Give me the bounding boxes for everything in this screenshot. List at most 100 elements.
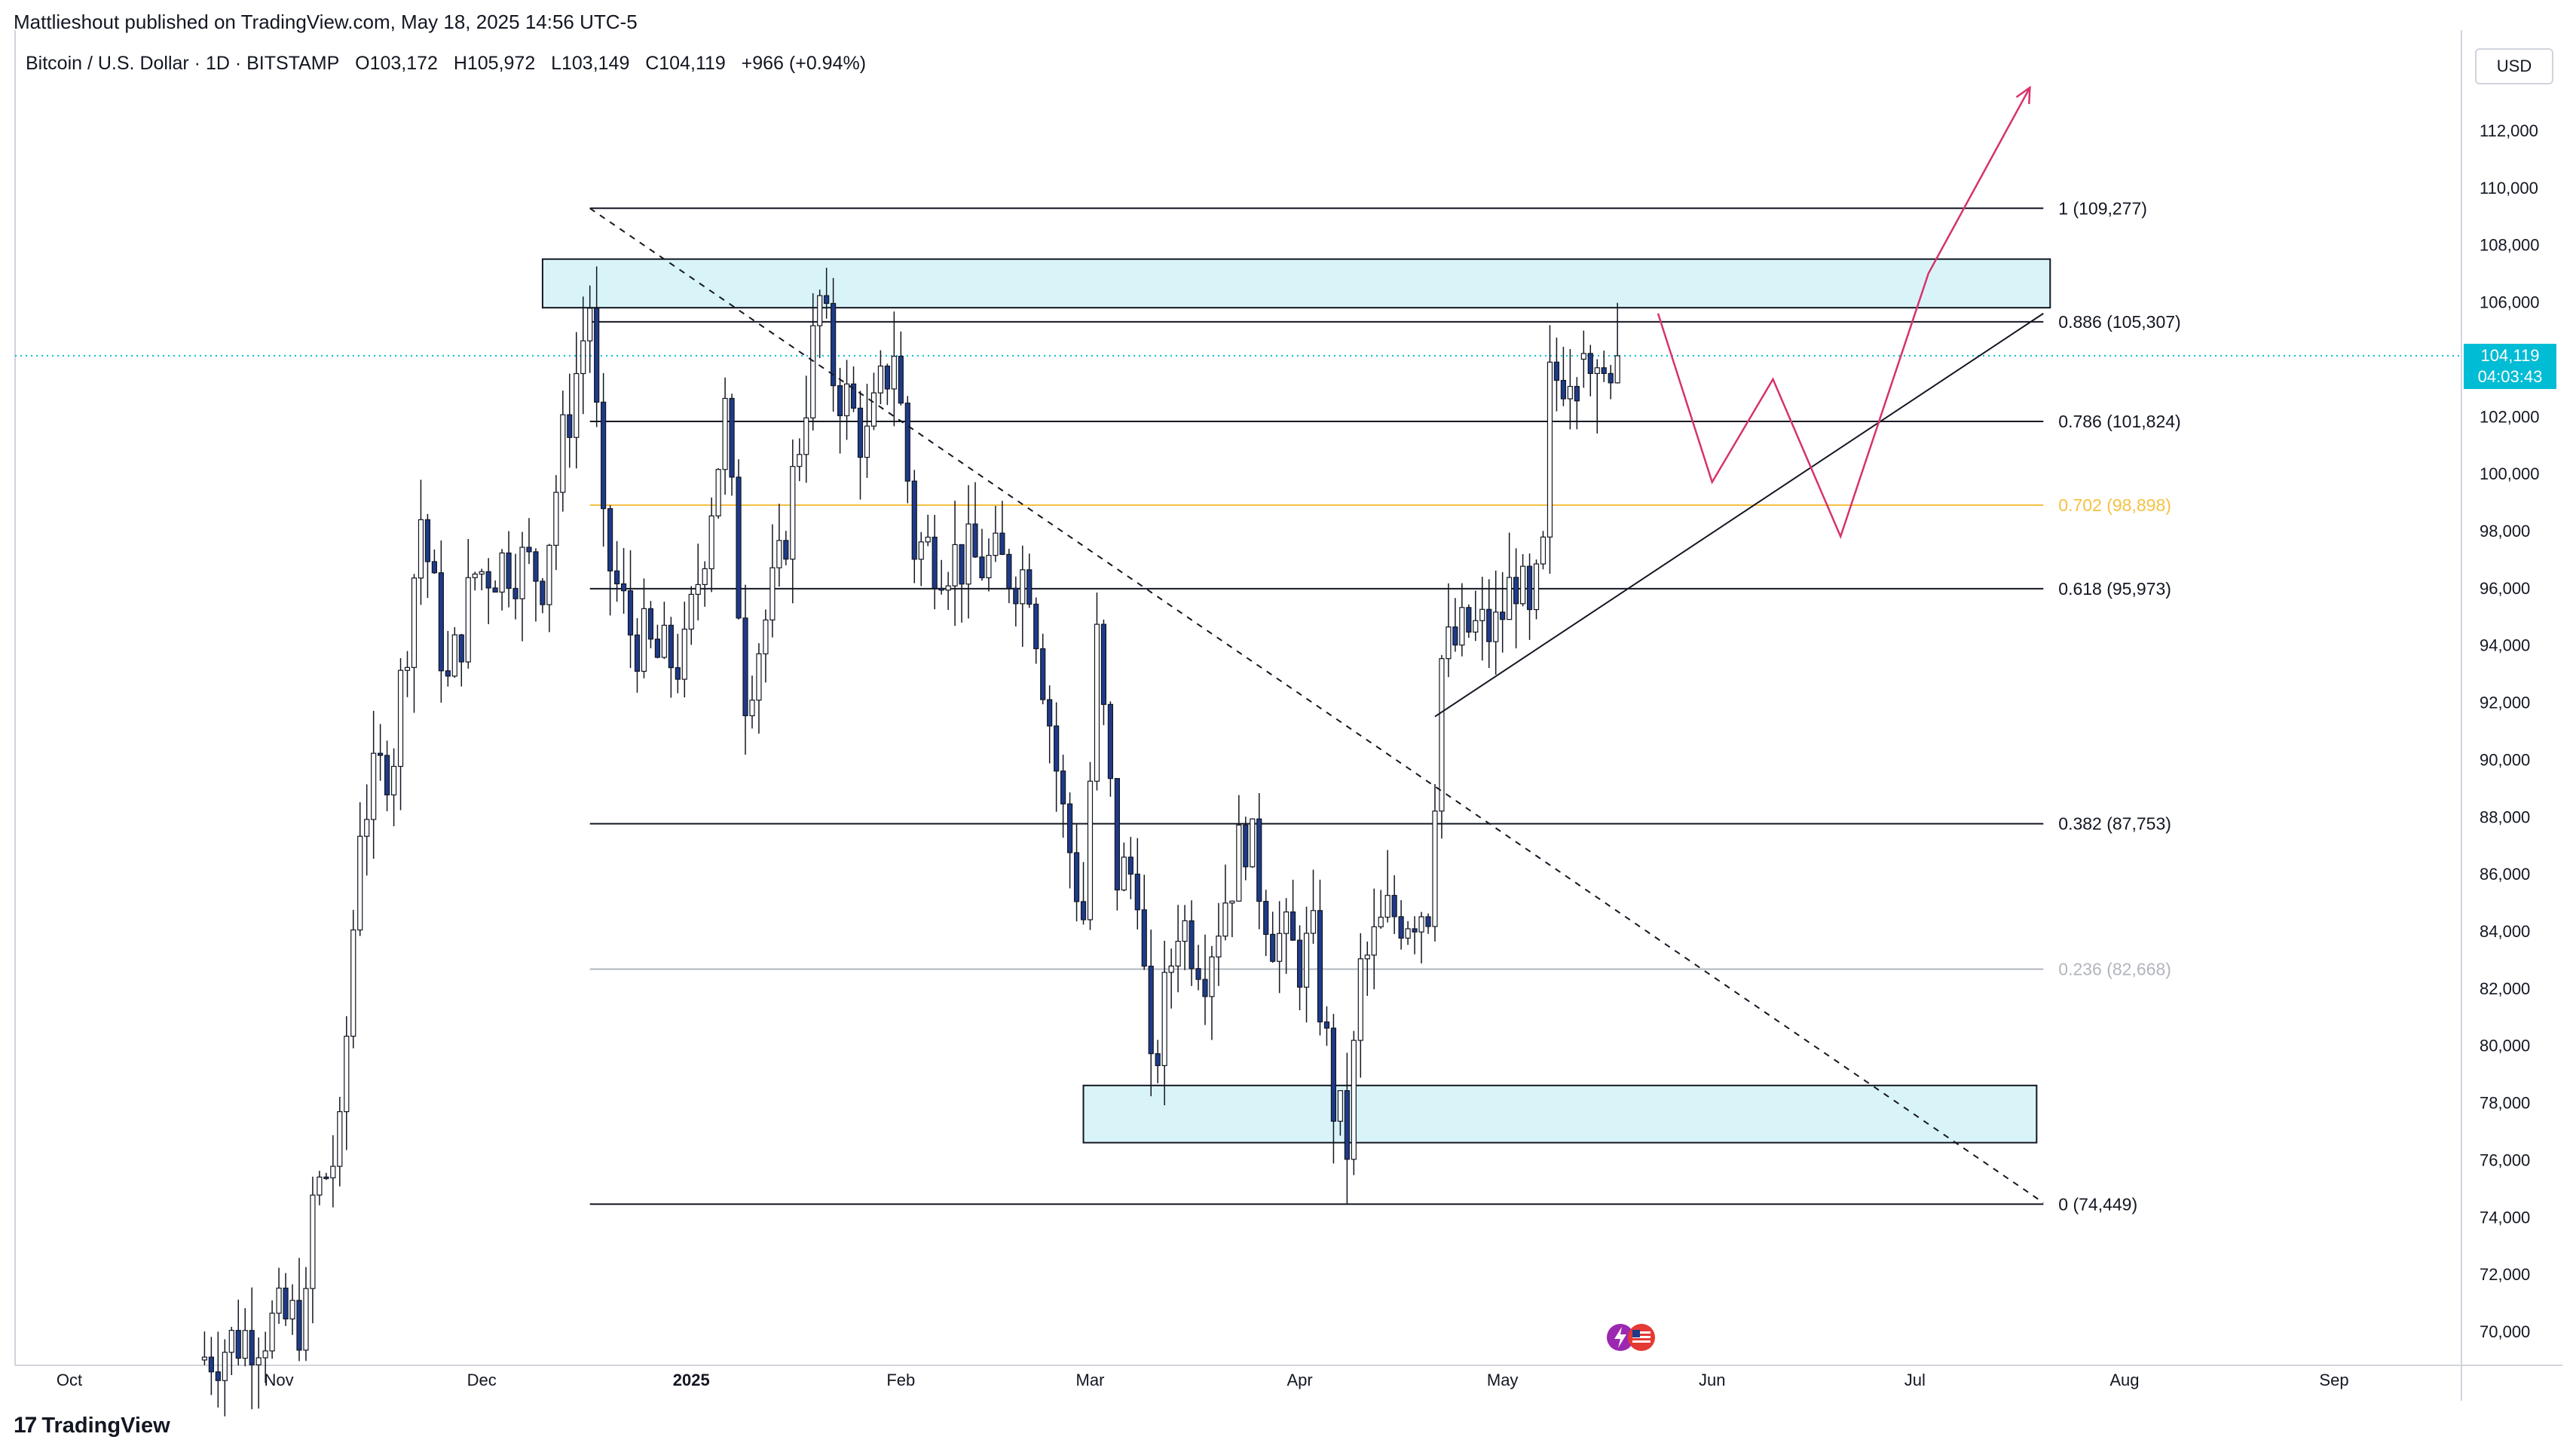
y-tick-label: 72,000 <box>2480 1265 2530 1284</box>
candle <box>458 634 464 663</box>
candle <box>1216 936 1222 957</box>
candle <box>431 561 437 574</box>
y-tick-label: 78,000 <box>2480 1094 2530 1113</box>
ascending-trendline <box>1434 312 2044 718</box>
candle <box>1384 895 1390 918</box>
candle <box>1432 810 1438 927</box>
candle <box>526 547 532 553</box>
candle <box>242 1330 248 1359</box>
candle <box>1155 1053 1161 1067</box>
candle <box>1175 940 1181 966</box>
candle <box>1519 565 1526 605</box>
candle <box>1337 1090 1343 1122</box>
candle <box>262 1350 268 1359</box>
candle <box>1006 553 1012 589</box>
candle <box>898 355 904 404</box>
candle <box>1094 623 1100 782</box>
y-tick-label: 98,000 <box>2480 522 2530 541</box>
candle <box>817 295 823 326</box>
y-tick-label: 76,000 <box>2480 1150 2530 1169</box>
candle <box>1513 577 1519 605</box>
candle <box>222 1352 228 1381</box>
symbol-legend[interactable]: Bitcoin / U.S. Dollar · 1D · BITSTAMP O 1… <box>26 53 866 75</box>
candle <box>574 372 580 438</box>
candle <box>397 669 404 767</box>
candle <box>736 476 742 619</box>
candle <box>864 425 870 458</box>
tradingview-logo-icon: 17 <box>14 1413 37 1438</box>
resistance-zone <box>541 258 2051 309</box>
candle <box>1182 920 1188 942</box>
candle <box>1303 933 1310 988</box>
change-value: +966 (+0.94%) <box>741 53 867 74</box>
candle <box>1594 367 1600 374</box>
candle <box>337 1110 343 1167</box>
candle <box>344 1035 350 1113</box>
candle <box>1296 939 1303 988</box>
economic-event-icon[interactable] <box>1599 1321 1663 1354</box>
close-value: 104,119 <box>659 53 726 74</box>
high-value: 105,972 <box>467 53 536 74</box>
candle <box>1290 911 1296 941</box>
candle <box>1107 703 1114 780</box>
candle <box>1330 1028 1337 1122</box>
candle <box>837 385 843 417</box>
y-tick-label: 80,000 <box>2480 1037 2530 1055</box>
fib-level-label: 0.786 (101,824) <box>2058 412 2180 431</box>
candle <box>965 523 971 585</box>
support-zone <box>1082 1084 2038 1144</box>
candle <box>512 587 519 599</box>
candle <box>1323 1021 1330 1029</box>
candle <box>715 469 721 516</box>
publisher-line: Mattlieshout published on TradingView.co… <box>14 11 638 33</box>
candle <box>357 835 363 931</box>
y-tick-label: 84,000 <box>2480 922 2530 941</box>
candle <box>999 532 1005 555</box>
candle <box>1351 1040 1357 1160</box>
candle <box>296 1300 302 1351</box>
candle <box>824 295 830 305</box>
symbol-name: Bitcoin / U.S. Dollar · 1D · BITSTAMP <box>26 53 340 74</box>
fib-level-label: 1 (109,277) <box>2058 198 2147 218</box>
candle <box>1500 611 1506 620</box>
candle <box>1161 972 1167 1067</box>
x-tick-label: Mar <box>1076 1371 1105 1389</box>
candle <box>1574 385 1580 402</box>
footer-brand[interactable]: 17 TradingView <box>14 1413 170 1438</box>
candle <box>519 547 525 599</box>
y-tick-label: 96,000 <box>2480 579 2530 598</box>
candle <box>1033 603 1039 650</box>
candle <box>1601 367 1607 374</box>
candle <box>1054 725 1060 772</box>
x-tick-label: Apr <box>1286 1371 1312 1389</box>
candle <box>756 653 762 701</box>
candle <box>1168 965 1174 973</box>
candle <box>479 571 485 575</box>
candle <box>1608 372 1614 384</box>
candle <box>1277 933 1283 962</box>
candle <box>1473 620 1479 633</box>
open-label: O <box>355 53 370 74</box>
candle <box>1344 1090 1350 1160</box>
candle <box>580 340 586 375</box>
candles-layer <box>201 266 1620 1417</box>
high-label: H <box>453 53 467 74</box>
candle <box>1398 916 1404 939</box>
candle <box>708 515 714 570</box>
candle <box>972 523 978 558</box>
candle <box>810 325 816 418</box>
fib-retracement[interactable]: 1 (109,277) 0.886 (105,307) 0.786 (101,824… <box>15 198 2461 1214</box>
candle <box>201 1356 208 1361</box>
candle <box>695 584 701 595</box>
candle <box>1405 928 1411 939</box>
x-tick-label: Oct <box>57 1371 82 1389</box>
candle <box>1493 611 1499 642</box>
descending-trendline <box>589 207 2044 1204</box>
candle <box>607 508 613 571</box>
candle <box>533 551 539 582</box>
currency-button[interactable]: USD <box>2475 48 2553 84</box>
candle <box>1060 770 1066 804</box>
fib-level-label: 0.886 (105,307) <box>2058 312 2180 332</box>
candle <box>1195 968 1201 980</box>
